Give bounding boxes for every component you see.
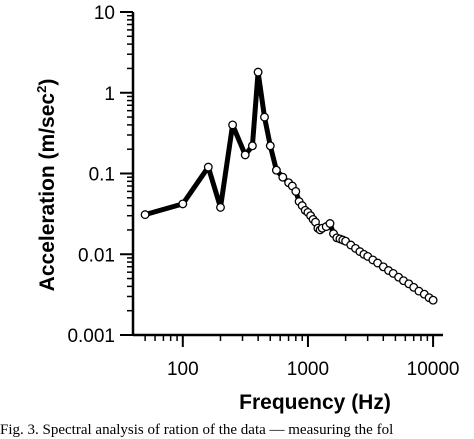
- data-point: [265, 141, 275, 151]
- y-axis-title-superscript: 2: [34, 86, 49, 93]
- data-point: [178, 199, 188, 209]
- y-tick-label: 0.001: [67, 326, 115, 347]
- x-tick-group: 100 1000 10000: [144, 335, 460, 380]
- y-tick-label: 0.1: [89, 165, 115, 186]
- axes: [131, 12, 443, 337]
- x-axis-title: Frequency (Hz): [239, 391, 391, 414]
- data-point: [271, 165, 281, 175]
- y-tick-label: 10: [94, 3, 115, 24]
- y-axis-title-main: Acceleration (m/sec: [36, 93, 59, 292]
- data-point: [228, 120, 238, 130]
- y-axis-title-close: ): [36, 79, 59, 86]
- data-point: [278, 172, 288, 182]
- data-point: [247, 141, 257, 151]
- series-group: [140, 67, 438, 305]
- y-tick-label: 0.01: [78, 245, 115, 266]
- y-tick-group: 0.001 0.01 0.1 1 10: [67, 3, 133, 347]
- data-point: [240, 150, 250, 160]
- figure-caption: Fig. 3. Spectral analysis of ration of t…: [0, 422, 393, 438]
- y-axis-title: Acceleration (m/sec2): [34, 79, 59, 292]
- data-point: [253, 67, 263, 77]
- data-point: [260, 112, 269, 122]
- x-tick-label: 1000: [287, 359, 329, 380]
- data-point: [291, 186, 301, 196]
- data-point: [203, 162, 213, 172]
- x-tick-label: 100: [167, 359, 199, 380]
- data-point: [216, 202, 225, 212]
- data-point: [325, 219, 335, 228]
- x-tick-label: 10000: [407, 359, 460, 380]
- y-tick-label: 1: [104, 84, 115, 105]
- data-point: [140, 210, 150, 220]
- data-point: [428, 295, 438, 305]
